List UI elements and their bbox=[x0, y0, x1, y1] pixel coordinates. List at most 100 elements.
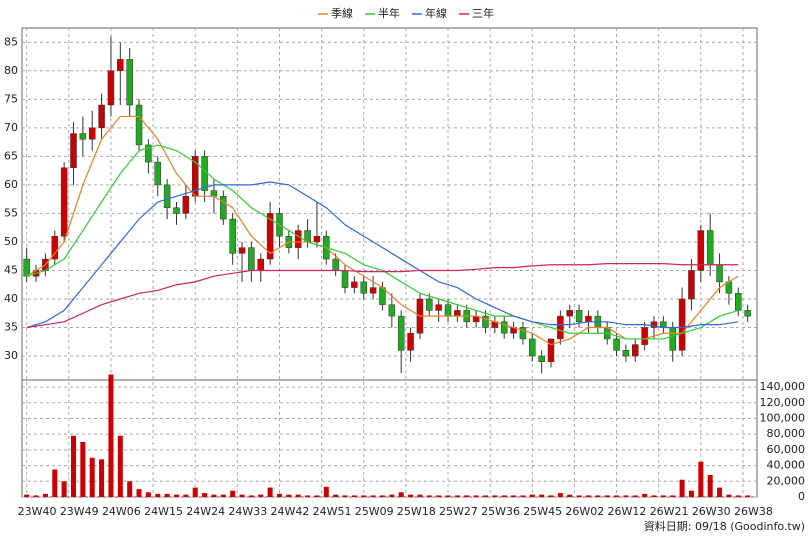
candle-body bbox=[744, 310, 751, 317]
y-tick-label: 30 bbox=[4, 349, 18, 362]
ma-line bbox=[26, 144, 739, 340]
candle-body bbox=[435, 304, 442, 311]
volume-bar bbox=[632, 495, 638, 497]
volume-bar bbox=[258, 494, 264, 497]
candle-body bbox=[332, 258, 339, 271]
volume-tick-label: 120,000 bbox=[760, 396, 806, 409]
y-tick-label: 60 bbox=[4, 178, 18, 191]
volume-bar bbox=[89, 457, 95, 497]
volume-bar bbox=[267, 487, 273, 497]
candle-body bbox=[98, 104, 105, 129]
volume-bar bbox=[80, 442, 86, 497]
x-tick-label: 24W33 bbox=[228, 505, 267, 518]
x-tick-label: 26W38 bbox=[734, 505, 773, 518]
candle-body bbox=[248, 247, 255, 271]
candle-body bbox=[397, 315, 405, 351]
y-tick-label: 45 bbox=[4, 263, 18, 276]
candle-body bbox=[173, 207, 180, 214]
volume-bar bbox=[117, 435, 123, 497]
volume-bar bbox=[436, 495, 442, 497]
candle-body bbox=[519, 327, 527, 340]
volume-bar bbox=[707, 475, 713, 497]
volume-bar bbox=[529, 494, 535, 497]
candle-body bbox=[154, 161, 162, 186]
candle-body bbox=[238, 247, 246, 254]
volume-bar bbox=[398, 492, 404, 497]
candle-body bbox=[575, 310, 583, 323]
volume-bar bbox=[454, 495, 460, 497]
volume-bar bbox=[660, 495, 666, 497]
y-tick-label: 50 bbox=[4, 235, 18, 248]
volume-bar bbox=[464, 495, 470, 497]
candle-body bbox=[23, 258, 30, 277]
volume-bar bbox=[286, 494, 292, 497]
candle-body bbox=[444, 304, 452, 317]
volume-tick-label: 80,000 bbox=[767, 427, 806, 440]
x-tick-label: 24W06 bbox=[102, 505, 141, 518]
candle-body bbox=[650, 321, 658, 328]
volume-bar bbox=[24, 494, 30, 497]
legend-label: 三年 bbox=[472, 6, 494, 20]
volume-bar bbox=[276, 493, 282, 497]
ma-line bbox=[26, 263, 739, 329]
volume-bar bbox=[361, 495, 367, 497]
volume-bar bbox=[426, 495, 432, 497]
volume-bar bbox=[520, 495, 526, 497]
candle-body bbox=[388, 304, 396, 317]
volume-bar bbox=[99, 459, 105, 497]
volume-bar bbox=[642, 493, 648, 497]
candle-body bbox=[706, 230, 714, 266]
y-tick-label: 40 bbox=[4, 292, 18, 305]
x-tick-label: 23W49 bbox=[60, 505, 99, 518]
x-tick-label: 25W27 bbox=[439, 505, 478, 518]
legend-label: 年線 bbox=[425, 6, 447, 20]
candle-body bbox=[163, 184, 171, 208]
candle-body bbox=[294, 230, 302, 248]
volume-bar bbox=[417, 494, 423, 497]
candle-body bbox=[482, 315, 489, 328]
volume-bar bbox=[482, 495, 488, 497]
candle-body bbox=[51, 235, 59, 260]
candle-body bbox=[341, 270, 349, 288]
volume-bar bbox=[370, 495, 376, 497]
candle-body bbox=[697, 230, 705, 271]
candle-body bbox=[641, 327, 648, 345]
volume-bar bbox=[239, 494, 245, 497]
volume-bar bbox=[717, 487, 723, 497]
candle-body bbox=[257, 258, 265, 271]
volume-bar bbox=[351, 495, 357, 497]
volume-bar bbox=[679, 479, 685, 497]
x-tick-label: 24W42 bbox=[270, 505, 309, 518]
candle-body bbox=[126, 59, 133, 106]
ma-line bbox=[26, 115, 739, 346]
volume-bar bbox=[726, 494, 732, 497]
candle-body bbox=[585, 315, 592, 323]
volume-bar bbox=[585, 495, 591, 497]
candle-body bbox=[88, 127, 96, 140]
x-tick-label: 24W15 bbox=[144, 505, 183, 518]
volume-bar bbox=[248, 495, 254, 497]
volume-bar bbox=[230, 490, 236, 497]
volume-bar bbox=[745, 495, 751, 497]
x-tick-label: 23W40 bbox=[18, 505, 57, 518]
volume-bar bbox=[220, 494, 226, 497]
x-tick-label: 26W12 bbox=[608, 505, 647, 518]
volume-bar bbox=[604, 495, 610, 497]
volume-bar bbox=[70, 435, 76, 497]
legend-label: 半年 bbox=[378, 6, 400, 20]
ma-line bbox=[26, 181, 739, 329]
candle-body bbox=[566, 310, 573, 317]
volume-bar bbox=[651, 495, 657, 497]
volume-bar bbox=[173, 494, 179, 497]
volume-bar bbox=[145, 492, 151, 497]
candle-body bbox=[688, 270, 695, 300]
volume-bar bbox=[164, 493, 170, 497]
candle-body bbox=[426, 298, 433, 311]
volume-bar bbox=[342, 495, 348, 497]
volume-bar bbox=[155, 493, 161, 497]
candle-body bbox=[266, 213, 274, 260]
candle-body bbox=[538, 355, 545, 362]
candle-body bbox=[201, 156, 208, 191]
candle-body bbox=[182, 196, 190, 214]
volume-bar bbox=[323, 486, 329, 497]
